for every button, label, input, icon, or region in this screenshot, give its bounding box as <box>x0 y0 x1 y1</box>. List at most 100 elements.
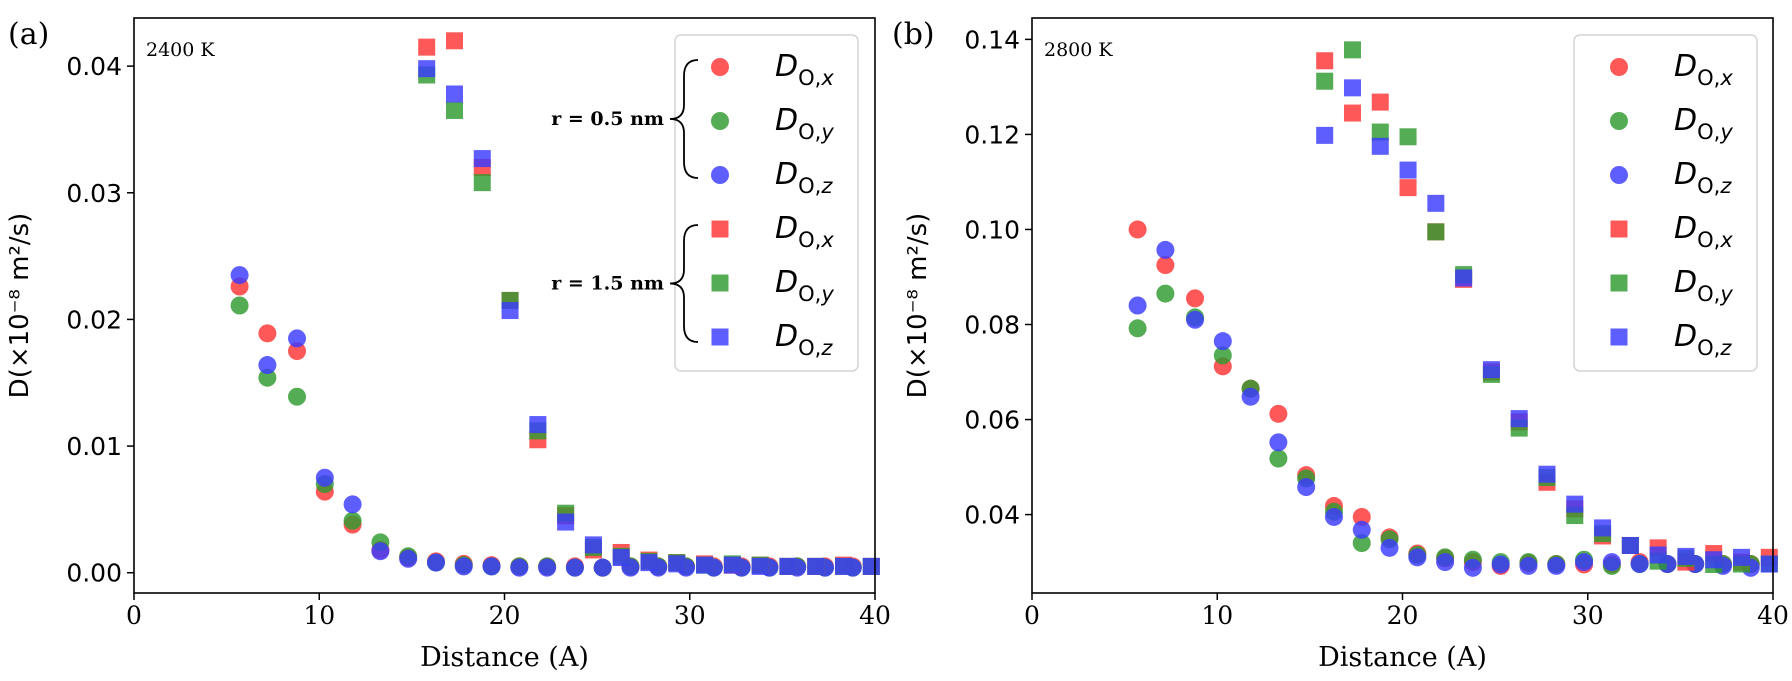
legend-marker-circle <box>1610 112 1628 130</box>
scatter-point-square-z <box>612 549 630 567</box>
scatter-point-circle-z <box>482 557 501 576</box>
scatter-point-square-x <box>1371 93 1389 111</box>
data-markers <box>1128 41 1778 577</box>
y-tick-label: 0.08 <box>964 311 1020 340</box>
y-tick-label: 0.06 <box>964 406 1020 435</box>
scatter-point-circle-y <box>288 387 307 406</box>
scatter-point-square-z <box>1621 536 1639 554</box>
temperature-annotation: 2800 K <box>1044 39 1113 61</box>
scatter-point-square-z <box>418 60 436 78</box>
scatter-point-square-z <box>1399 161 1417 179</box>
scatter-point-square-z <box>696 556 714 574</box>
scatter-point-circle-y <box>258 368 277 387</box>
scatter-point-square-z <box>751 557 769 575</box>
scatter-point-circle-y <box>1128 319 1147 338</box>
bracket-r-large <box>669 224 699 343</box>
scatter-point-square-z <box>779 557 797 575</box>
x-tick-label: 20 <box>1387 601 1419 630</box>
scatter-point-square-z <box>529 416 547 434</box>
scatter-point-circle-z <box>1463 558 1482 577</box>
temperature-annotation: 2400 K <box>146 39 215 61</box>
x-tick-label: 40 <box>859 601 891 630</box>
scatter-point-circle-z <box>1128 296 1147 315</box>
y-tick-label: 0.00 <box>66 559 122 588</box>
x-tick-label: 30 <box>1572 601 1604 630</box>
scatter-point-circle-y <box>1156 284 1175 303</box>
scatter-point-circle-x <box>1269 404 1288 423</box>
legend-marker-square <box>1610 328 1628 346</box>
y-tick-label: 0.12 <box>964 120 1020 149</box>
scatter-point-circle-x <box>288 342 307 361</box>
legend-marker-circle <box>1610 166 1628 184</box>
legend-entry-square-x: DO,x <box>1610 211 1733 252</box>
legend-entry-circle-x: DO,x <box>1610 49 1733 90</box>
scatter-point-square-z <box>1538 465 1556 483</box>
legend-marker-circle <box>711 58 729 76</box>
scatter-point-square-x <box>418 38 436 56</box>
y-axis: 0.04 0.06 0.08 0.10 0.12 0.14 D(×10⁻⁸ m²/s) <box>903 25 1032 530</box>
scatter-point-circle-z <box>1408 548 1427 567</box>
scatter-point-circle-z <box>1491 555 1510 574</box>
scatter-point-circle-z <box>1602 553 1621 572</box>
y-tick-label: 0.10 <box>964 215 1020 244</box>
y-tick-label: 0.02 <box>66 305 122 334</box>
scatter-point-square-y <box>1316 72 1334 90</box>
legend-entry-label: DO,y <box>1674 103 1733 144</box>
data-markers <box>230 32 880 577</box>
scatter-point-circle-z <box>399 549 418 568</box>
scatter-point-square-z <box>1705 551 1723 569</box>
scatter-point-square-z <box>1760 555 1778 573</box>
scatter-point-circle-y <box>1213 346 1232 365</box>
scatter-point-circle-z <box>1241 387 1260 406</box>
scatter-point-circle-z <box>1575 553 1594 572</box>
scatter-point-square-z <box>1427 194 1445 212</box>
scatter-point-circle-y <box>343 511 362 530</box>
scatter-point-circle-z <box>288 329 307 348</box>
legend-entry-square-z: DO,z <box>1610 319 1732 360</box>
scatter-point-circle-x <box>258 324 277 343</box>
x-axis-label: Distance (A) <box>420 642 589 673</box>
scatter-point-square-x <box>1316 52 1334 70</box>
legend-entry-square-y: DO,y <box>1610 265 1733 306</box>
scatter-point-circle-z <box>593 558 612 577</box>
scatter-point-circle-z <box>510 558 529 577</box>
legend-entry-label: DO,x <box>1674 49 1733 90</box>
y-tick-label: 0.14 <box>964 25 1020 54</box>
scatter-point-circle-z <box>315 468 334 487</box>
x-axis: 0 10 20 30 40 Distance (A) <box>1024 593 1789 673</box>
x-tick-label: 10 <box>303 601 335 630</box>
legend-entry-circle-z: DO,z <box>711 157 833 198</box>
legend-marker-circle <box>1610 58 1628 76</box>
legend-entry-square-x: DO,x <box>711 211 834 252</box>
scatter-point-circle-z <box>1519 556 1538 575</box>
scatter-point-square-z <box>1510 410 1528 428</box>
scatter-point-square-z <box>445 85 463 103</box>
y-tick-label: 0.03 <box>66 179 122 208</box>
scatter-point-square-z <box>1371 137 1389 155</box>
scatter-point-square-z <box>1649 546 1667 564</box>
scatter-point-square-z <box>862 557 880 575</box>
scatter-point-square-z <box>1733 548 1751 566</box>
x-tick-label: 0 <box>126 601 142 630</box>
legend-marker-square <box>1610 220 1628 238</box>
scatter-point-circle-z <box>258 356 277 375</box>
scatter-point-circle-z <box>1352 520 1371 539</box>
scatter-point-square-z <box>1343 79 1361 97</box>
scatter-point-circle-x <box>1186 289 1205 308</box>
scatter-point-square-z <box>668 555 686 573</box>
y-tick-label: 0.01 <box>66 432 122 461</box>
x-tick-label: 30 <box>674 601 706 630</box>
scatter-point-circle-y <box>230 296 249 315</box>
legend-entry-label: DO,y <box>775 103 834 144</box>
scatter-point-square-y <box>1399 128 1417 146</box>
legend-entry-label: DO,y <box>775 265 834 306</box>
x-tick-label: 10 <box>1201 601 1233 630</box>
legend-marker-square <box>1610 274 1628 292</box>
scatter-point-square-y <box>1343 41 1361 59</box>
bracket-r-small <box>669 59 699 179</box>
scatter-point-circle-z <box>1156 240 1175 259</box>
scatter-point-circle-z <box>1380 538 1399 557</box>
x-tick-label: 0 <box>1024 601 1040 630</box>
legend-entry-square-y: DO,y <box>711 265 834 306</box>
